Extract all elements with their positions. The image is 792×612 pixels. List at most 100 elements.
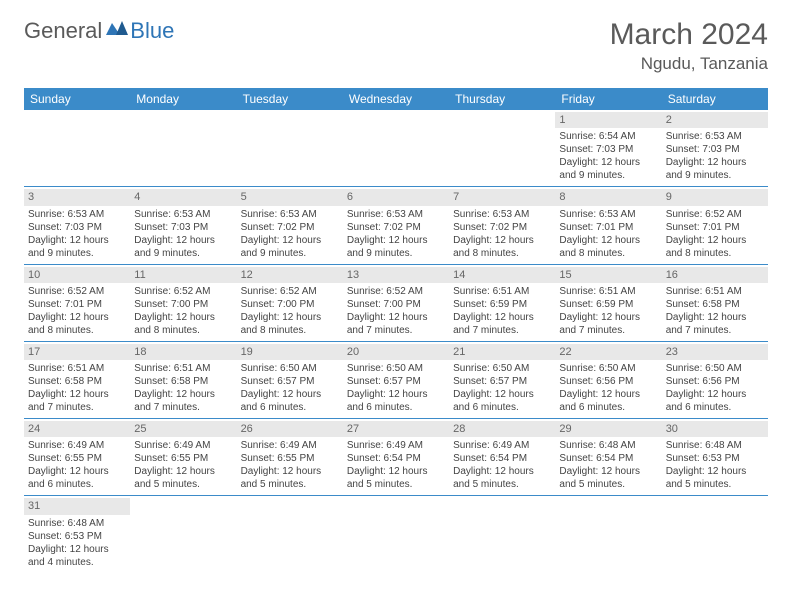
daylight-text: Daylight: 12 hours (134, 311, 232, 324)
calendar-row: 31Sunrise: 6:48 AMSunset: 6:53 PMDayligh… (24, 496, 768, 573)
sunrise-text: Sunrise: 6:49 AM (347, 439, 445, 452)
daylight-text: and 6 minutes. (559, 401, 657, 414)
sunset-text: Sunset: 7:02 PM (453, 221, 551, 234)
calendar-row: 10Sunrise: 6:52 AMSunset: 7:01 PMDayligh… (24, 264, 768, 341)
sunrise-text: Sunrise: 6:53 AM (28, 208, 126, 221)
day-number: 12 (237, 267, 343, 283)
day-number: 30 (662, 421, 768, 437)
daylight-text: and 8 minutes. (134, 324, 232, 337)
daylight-text: Daylight: 12 hours (241, 311, 339, 324)
day-number: 3 (24, 189, 130, 205)
day-number: 17 (24, 344, 130, 360)
daylight-text: Daylight: 12 hours (666, 465, 764, 478)
daylight-text: and 7 minutes. (666, 324, 764, 337)
daylight-text: Daylight: 12 hours (28, 234, 126, 247)
calendar-cell: 18Sunrise: 6:51 AMSunset: 6:58 PMDayligh… (130, 341, 236, 418)
calendar-cell (130, 496, 236, 573)
daylight-text: Daylight: 12 hours (666, 311, 764, 324)
daylight-text: Daylight: 12 hours (28, 543, 126, 556)
daylight-text: and 6 minutes. (453, 401, 551, 414)
day-number: 28 (449, 421, 555, 437)
sunrise-text: Sunrise: 6:49 AM (453, 439, 551, 452)
sunset-text: Sunset: 7:01 PM (28, 298, 126, 311)
day-number: 29 (555, 421, 661, 437)
location: Ngudu, Tanzania (610, 54, 768, 74)
daylight-text: Daylight: 12 hours (453, 465, 551, 478)
calendar-row: 1Sunrise: 6:54 AMSunset: 7:03 PMDaylight… (24, 110, 768, 187)
calendar-cell: 9Sunrise: 6:52 AMSunset: 7:01 PMDaylight… (662, 187, 768, 264)
daylight-text: and 8 minutes. (241, 324, 339, 337)
calendar-cell: 12 Sunrise: 6:52 AMSunset: 7:00 PMDayligh… (237, 264, 343, 341)
sunset-text: Sunset: 7:01 PM (559, 221, 657, 234)
logo-text-general: General (24, 18, 102, 44)
sunset-text: Sunset: 6:55 PM (28, 452, 126, 465)
title-block: March 2024 Ngudu, Tanzania (610, 18, 768, 74)
daylight-text: Daylight: 12 hours (28, 465, 126, 478)
weekday-header: Tuesday (237, 88, 343, 110)
sunrise-text: Sunrise: 6:51 AM (666, 285, 764, 298)
sunrise-text: Sunrise: 6:53 AM (453, 208, 551, 221)
daylight-text: and 8 minutes. (453, 247, 551, 260)
calendar-cell: 13Sunrise: 6:52 AMSunset: 7:00 PMDayligh… (343, 264, 449, 341)
daylight-text: Daylight: 12 hours (241, 388, 339, 401)
calendar-cell: 30Sunrise: 6:48 AMSunset: 6:53 PMDayligh… (662, 419, 768, 496)
calendar-cell: 16Sunrise: 6:51 AMSunset: 6:58 PMDayligh… (662, 264, 768, 341)
daylight-text: Daylight: 12 hours (559, 388, 657, 401)
sunrise-text: Sunrise: 6:50 AM (666, 362, 764, 375)
weekday-header: Sunday (24, 88, 130, 110)
sunset-text: Sunset: 6:57 PM (347, 375, 445, 388)
daylight-text: and 7 minutes. (28, 401, 126, 414)
flag-icon (106, 19, 128, 37)
calendar-cell (130, 110, 236, 187)
calendar-cell: 21Sunrise: 6:50 AMSunset: 6:57 PMDayligh… (449, 341, 555, 418)
calendar-cell: 11Sunrise: 6:52 AMSunset: 7:00 PMDayligh… (130, 264, 236, 341)
sunrise-text: Sunrise: 6:51 AM (559, 285, 657, 298)
daylight-text: and 9 minutes. (666, 169, 764, 182)
day-number: 22 (555, 344, 661, 360)
sunset-text: Sunset: 7:00 PM (241, 298, 339, 311)
calendar-cell: 6Sunrise: 6:53 AMSunset: 7:02 PMDaylight… (343, 187, 449, 264)
sunset-text: Sunset: 6:53 PM (666, 452, 764, 465)
daylight-text: Daylight: 12 hours (134, 234, 232, 247)
weekday-header: Saturday (662, 88, 768, 110)
calendar-cell (343, 110, 449, 187)
sunrise-text: Sunrise: 6:51 AM (28, 362, 126, 375)
daylight-text: and 7 minutes. (453, 324, 551, 337)
daylight-text: Daylight: 12 hours (559, 156, 657, 169)
day-number: 24 (24, 421, 130, 437)
calendar-cell: 31Sunrise: 6:48 AMSunset: 6:53 PMDayligh… (24, 496, 130, 573)
sunset-text: Sunset: 6:55 PM (241, 452, 339, 465)
daylight-text: and 7 minutes. (559, 324, 657, 337)
sunrise-text: Sunrise: 6:52 AM (28, 285, 126, 298)
calendar-cell: 19Sunrise: 6:50 AMSunset: 6:57 PMDayligh… (237, 341, 343, 418)
day-number: 26 (237, 421, 343, 437)
sunrise-text: Sunrise: 6:49 AM (134, 439, 232, 452)
sunrise-text: Sunrise: 6:53 AM (559, 208, 657, 221)
day-number: 14 (449, 267, 555, 283)
logo-text-blue: Blue (130, 18, 174, 44)
calendar-cell (449, 496, 555, 573)
sunset-text: Sunset: 6:57 PM (241, 375, 339, 388)
sunset-text: Sunset: 7:03 PM (559, 143, 657, 156)
sunrise-text: Sunrise: 6:49 AM (28, 439, 126, 452)
sunset-text: Sunset: 7:00 PM (347, 298, 445, 311)
daylight-text: Daylight: 12 hours (666, 234, 764, 247)
daylight-text: Daylight: 12 hours (347, 234, 445, 247)
day-number: 21 (449, 344, 555, 360)
sunrise-text: Sunrise: 6:50 AM (559, 362, 657, 375)
day-number: 10 (24, 267, 130, 283)
sunset-text: Sunset: 6:55 PM (134, 452, 232, 465)
calendar-cell: 25Sunrise: 6:49 AMSunset: 6:55 PMDayligh… (130, 419, 236, 496)
sunrise-text: Sunrise: 6:51 AM (453, 285, 551, 298)
sunset-text: Sunset: 7:03 PM (134, 221, 232, 234)
daylight-text: Daylight: 12 hours (134, 465, 232, 478)
daylight-text: and 8 minutes. (28, 324, 126, 337)
daylight-text: and 5 minutes. (134, 478, 232, 491)
sunset-text: Sunset: 6:54 PM (559, 452, 657, 465)
daylight-text: Daylight: 12 hours (28, 388, 126, 401)
sunrise-text: Sunrise: 6:52 AM (241, 285, 339, 298)
logo: General Blue (24, 18, 174, 44)
day-number: 2 (662, 112, 768, 128)
calendar-cell: 8Sunrise: 6:53 AMSunset: 7:01 PMDaylight… (555, 187, 661, 264)
sunrise-text: Sunrise: 6:53 AM (347, 208, 445, 221)
